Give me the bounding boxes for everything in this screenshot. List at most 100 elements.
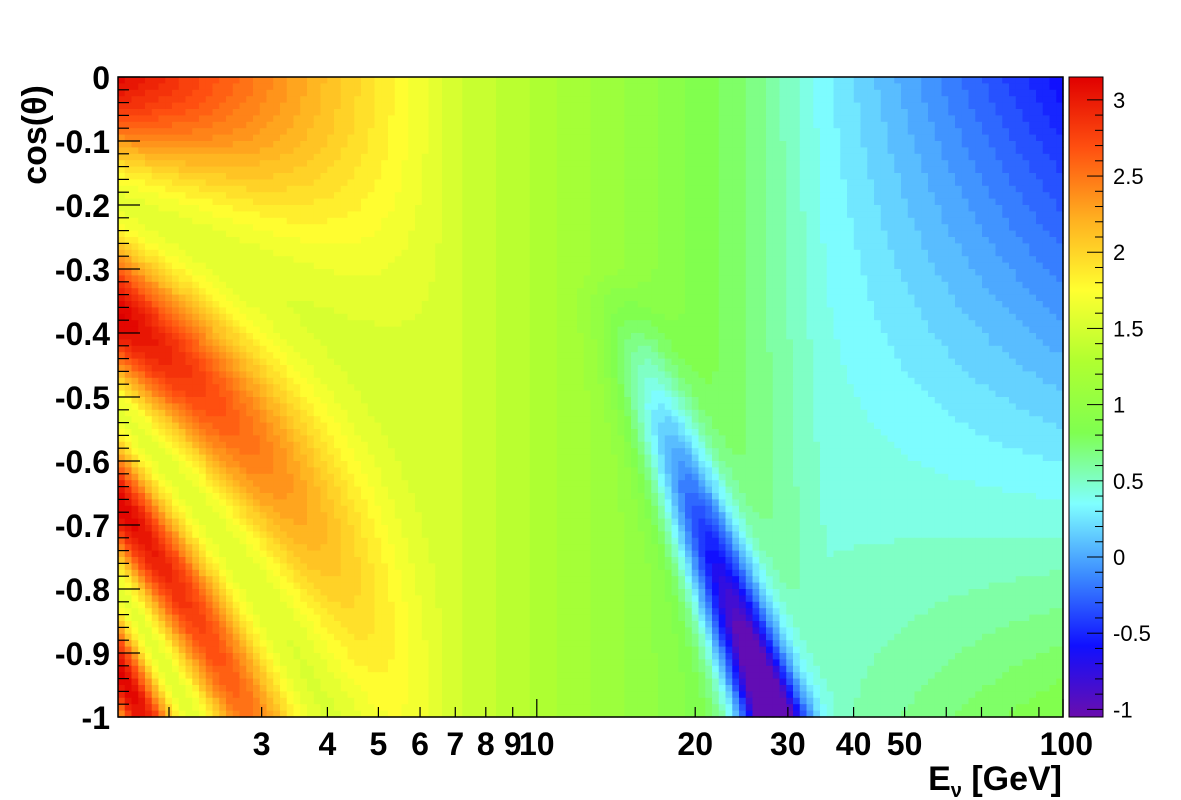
heatmap-cell <box>671 89 679 97</box>
heatmap-cell <box>961 147 970 155</box>
heatmap-cell <box>671 211 679 219</box>
heatmap-cell <box>145 217 153 225</box>
heatmap-cell <box>442 121 450 129</box>
heatmap-cell <box>975 141 983 148</box>
heatmap-cell <box>165 275 173 283</box>
heatmap-cell <box>685 269 693 276</box>
heatmap-cell <box>982 281 990 289</box>
heatmap-cell <box>671 243 679 251</box>
heatmap-cell <box>388 109 396 116</box>
heatmap-cell <box>435 166 443 174</box>
heatmap-cell <box>340 294 349 302</box>
heatmap-cell <box>523 77 531 84</box>
heatmap-cell <box>300 109 308 116</box>
heatmap-cell <box>853 83 862 91</box>
heatmap-cell <box>536 115 544 123</box>
heatmap-cell <box>489 301 497 308</box>
heatmap-cell <box>631 275 639 283</box>
heatmap-cell <box>772 185 781 193</box>
heatmap-cell <box>590 256 598 264</box>
heatmap-cell <box>428 96 436 104</box>
heatmap-cell <box>556 237 565 244</box>
heatmap-cell <box>455 269 463 276</box>
heatmap-cell <box>219 102 227 110</box>
heatmap-cell <box>482 281 490 289</box>
heatmap-cell <box>509 262 517 270</box>
heatmap-cell <box>131 269 139 276</box>
heatmap-cell <box>1056 185 1064 193</box>
heatmap-cell <box>556 77 565 84</box>
heatmap-cell <box>266 141 274 148</box>
heatmap-cell <box>320 166 328 174</box>
heatmap-cell <box>246 249 254 257</box>
heatmap-cell <box>1056 275 1064 283</box>
heatmap-cell <box>637 160 646 168</box>
heatmap-cell <box>340 109 349 116</box>
heatmap-cell <box>806 224 814 232</box>
heatmap-cell <box>793 262 801 270</box>
heatmap-cell <box>988 185 997 193</box>
heatmap-cell <box>982 89 990 97</box>
heatmap-cell <box>712 269 720 276</box>
heatmap-cell <box>772 230 781 238</box>
heatmap-cell <box>705 166 713 174</box>
heatmap-cell <box>712 115 720 123</box>
heatmap-cell <box>435 256 443 264</box>
heatmap-cell <box>685 121 693 129</box>
heatmap-cell <box>678 256 686 264</box>
heatmap-cell <box>340 262 349 270</box>
heatmap-cell <box>374 185 382 193</box>
heatmap-cell <box>428 141 436 148</box>
heatmap-cell <box>536 211 544 219</box>
heatmap-cell <box>482 179 490 187</box>
heatmap-cell <box>327 77 335 84</box>
heatmap-cell <box>941 96 949 104</box>
heatmap-cell <box>658 128 666 136</box>
heatmap-cell <box>280 301 288 308</box>
heatmap-cell <box>759 89 767 97</box>
heatmap-cell <box>1056 96 1064 104</box>
heatmap-cell <box>772 173 781 180</box>
heatmap-cell <box>388 160 396 168</box>
heatmap-cell <box>523 109 531 116</box>
heatmap-cell <box>165 179 173 187</box>
heatmap-cell <box>658 275 666 283</box>
heatmap-cell <box>664 147 673 155</box>
heatmap-cell <box>374 173 382 180</box>
heatmap-cell <box>786 153 794 161</box>
heatmap-cell <box>712 243 720 251</box>
heatmap-cell <box>691 249 700 257</box>
heatmap-cell <box>361 102 369 110</box>
heatmap-cell <box>496 269 504 276</box>
heatmap-cell <box>840 249 848 257</box>
heatmap-cell <box>448 256 457 264</box>
heatmap-cell <box>435 134 443 142</box>
heatmap-cell <box>421 205 430 212</box>
heatmap-cell <box>995 102 1003 110</box>
heatmap-cell <box>995 134 1003 142</box>
heatmap-cell <box>340 275 349 283</box>
heatmap-cell <box>617 147 625 155</box>
heatmap-cell <box>813 243 821 251</box>
heatmap-cell <box>853 288 862 296</box>
heatmap-cell <box>293 160 301 168</box>
heatmap-cell <box>489 217 497 225</box>
heatmap-cell <box>172 288 180 296</box>
heatmap-cell <box>529 179 538 187</box>
heatmap-cell <box>327 160 335 168</box>
heatmap-cell <box>813 224 821 232</box>
heatmap-cell <box>894 83 902 91</box>
heatmap-cell <box>361 294 369 302</box>
heatmap-cell <box>658 83 666 91</box>
heatmap-cell <box>840 77 848 84</box>
heatmap-cell <box>1029 249 1037 257</box>
heatmap-cell <box>617 173 625 180</box>
heatmap-cell <box>138 275 146 283</box>
heatmap-cell <box>604 128 612 136</box>
heatmap-cell <box>286 237 295 244</box>
heatmap-cell <box>691 301 700 308</box>
heatmap-cell <box>212 83 220 91</box>
heatmap-cell <box>469 294 477 302</box>
heatmap-cell <box>1036 166 1044 174</box>
heatmap-cell <box>982 153 990 161</box>
